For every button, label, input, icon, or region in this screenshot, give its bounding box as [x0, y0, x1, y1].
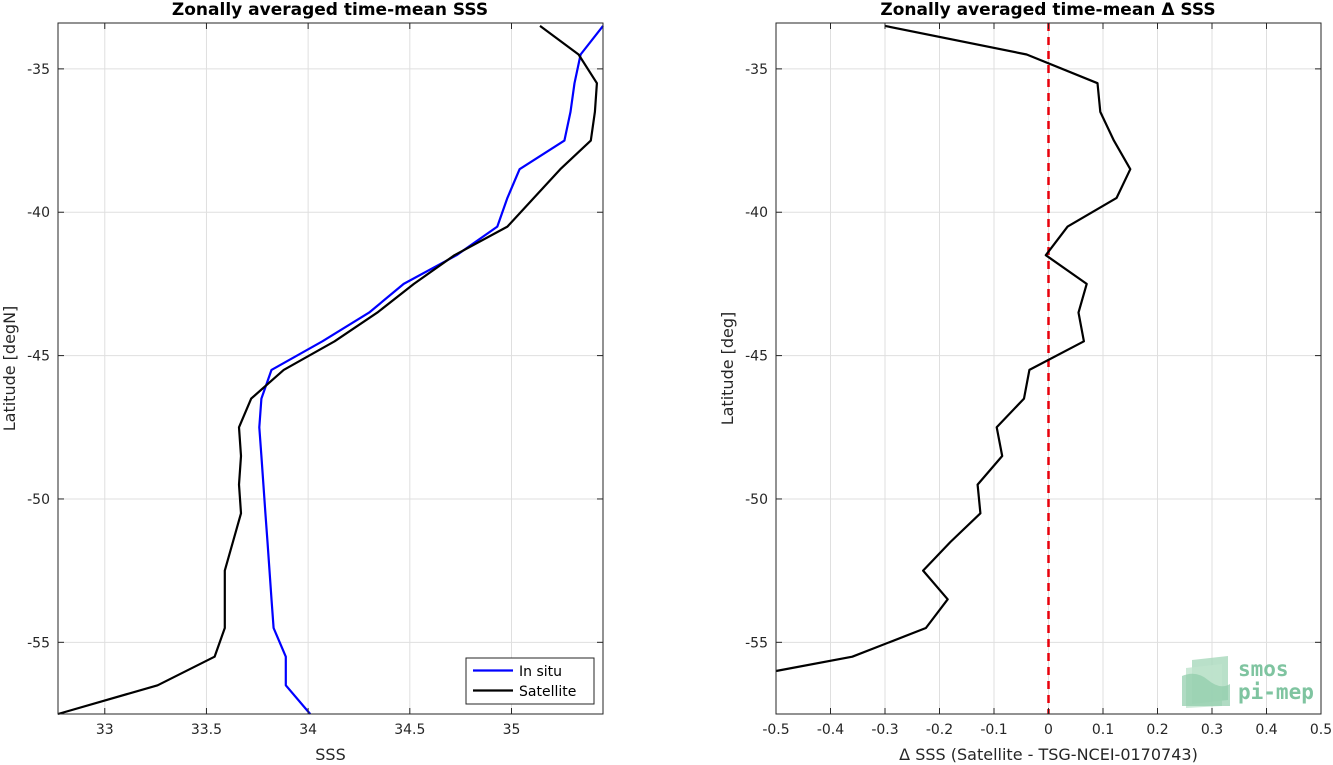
series-line-satellite	[57, 25, 599, 716]
x-tick-label: 35	[503, 722, 521, 738]
left-chart-plot-frame	[57, 22, 604, 715]
right-chart-y-axis-label: Latitude [deg]	[718, 312, 737, 426]
left-chart-x-axis-label: SSS	[315, 745, 345, 764]
logo-text-smos: smos	[1238, 657, 1289, 681]
left-chart-title: Zonally averaged time-mean SSS	[172, 0, 488, 20]
y-tick-label: -55	[745, 635, 768, 651]
x-tick-label: -0.4	[817, 722, 844, 738]
chart-legend: In situ Satellite	[465, 657, 595, 705]
y-tick-label: -50	[745, 492, 768, 508]
y-tick-label: -55	[27, 635, 50, 651]
y-tick-label: -35	[27, 62, 50, 78]
x-tick-label: 0.5	[1310, 722, 1332, 738]
x-tick-label: 33	[96, 722, 114, 738]
y-tick-label: -45	[745, 349, 768, 365]
legend-entry-satellite: Satellite	[519, 684, 576, 700]
x-tick-label: 0	[1044, 722, 1053, 738]
left-chart-series	[57, 25, 604, 716]
right-chart-series	[775, 24, 1132, 673]
y-tick-label: -40	[745, 205, 768, 221]
x-tick-label: -0.3	[871, 722, 898, 738]
x-tick-label: -0.2	[926, 722, 953, 738]
logo-text-pimep: pi-mep	[1238, 680, 1314, 704]
series-line-delta	[775, 24, 1132, 673]
x-tick-label: 0.3	[1201, 722, 1223, 738]
left-chart-gridlines	[58, 23, 603, 714]
right-chart-title: Zonally averaged time-mean Δ SSS	[880, 0, 1215, 20]
x-tick-label: 33.5	[191, 722, 222, 738]
legend-entry-in-situ: In situ	[519, 664, 562, 680]
left-chart-y-axis-label: Latitude [degN]	[0, 306, 19, 432]
x-tick-label: 0.2	[1146, 722, 1168, 738]
left-chart-ticks: 33 33.5 34 34.5 35 -35 -40 -45 -50 -55	[27, 23, 603, 738]
y-tick-label: -40	[27, 205, 50, 221]
y-tick-label: -35	[745, 62, 768, 78]
legend-box	[465, 657, 595, 705]
x-tick-label: 0.4	[1255, 722, 1277, 738]
series-line-in-situ	[258, 25, 604, 715]
smos-pimep-logo: smos pi-mep	[1182, 656, 1314, 708]
y-tick-label: -50	[27, 492, 50, 508]
y-tick-label: -45	[27, 349, 50, 365]
right-chart-x-axis-label: Δ SSS (Satellite - TSG-NCEI-0170743)	[899, 745, 1198, 764]
left-chart-panel: Zonally averaged time-mean SSS 33 33.5 34 3…	[0, 0, 604, 764]
x-tick-label: 34	[299, 722, 317, 738]
x-tick-label: 0.1	[1092, 722, 1114, 738]
x-tick-label: -0.1	[980, 722, 1007, 738]
right-chart-panel: Zonally averaged time-mean Δ SSS -0.5 -0.…	[718, 0, 1332, 764]
x-tick-label: 34.5	[394, 722, 425, 738]
smos-pimep-logo-icon	[1182, 656, 1230, 708]
right-chart-ticks: -0.5 -0.4 -0.3 -0.2 -0.1 0 0.1 0.2 0.3 0.4 0.5 -35 -…	[745, 23, 1332, 738]
x-tick-label: -0.5	[762, 722, 789, 738]
